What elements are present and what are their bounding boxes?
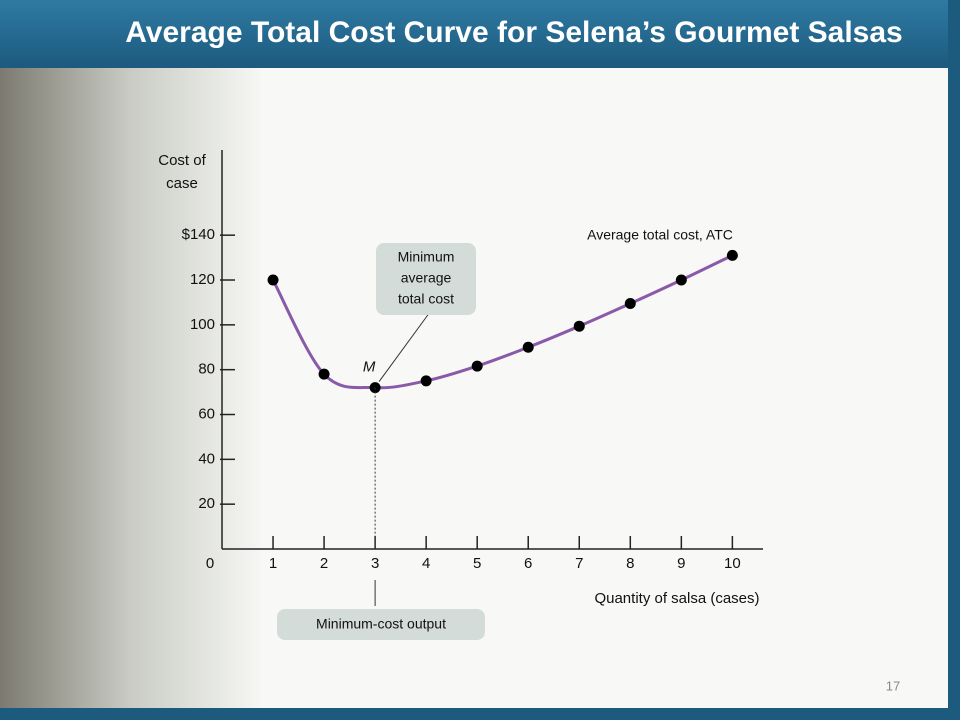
y-tick-label: 20 bbox=[198, 495, 215, 512]
data-point bbox=[675, 274, 687, 286]
y-tick-label: 80 bbox=[198, 361, 215, 378]
x-tick-label: 10 bbox=[724, 555, 741, 572]
callout-line bbox=[378, 311, 431, 382]
data-point bbox=[624, 298, 636, 310]
x-tick-label: 4 bbox=[422, 555, 430, 572]
data-point bbox=[573, 320, 585, 332]
y-tick-label: $140 bbox=[182, 226, 215, 243]
y-tick-label: 100 bbox=[190, 316, 215, 333]
atc-curve bbox=[271, 254, 734, 390]
data-point bbox=[522, 341, 534, 353]
data-point bbox=[726, 249, 738, 261]
x-tick-label: 7 bbox=[575, 555, 583, 572]
x-tick-label: 6 bbox=[524, 555, 532, 572]
title-bar bbox=[0, 0, 960, 68]
y-tick-label: 120 bbox=[190, 271, 215, 288]
x-tick-label: 3 bbox=[371, 555, 379, 572]
data-point bbox=[471, 360, 483, 372]
point-label: M bbox=[363, 359, 376, 376]
callout-text: Minimum bbox=[398, 249, 455, 265]
x-axis-label: Quantity of salsa (cases) bbox=[594, 590, 759, 607]
callout-text: total cost bbox=[398, 291, 454, 307]
x-tick-label: 8 bbox=[626, 555, 634, 572]
x-tick-label: 9 bbox=[677, 555, 685, 572]
callout-text: Minimum-cost output bbox=[316, 616, 446, 632]
right-border bbox=[948, 0, 960, 720]
callout-box bbox=[376, 243, 476, 315]
y-tick-label: 40 bbox=[198, 450, 215, 467]
y-tick-label: 60 bbox=[198, 405, 215, 422]
x-tick-label: 0 bbox=[206, 555, 214, 572]
callout-box bbox=[277, 609, 485, 640]
y-axis-label: case bbox=[166, 175, 198, 192]
page-number: 17 bbox=[886, 678, 900, 693]
data-point bbox=[318, 368, 330, 380]
y-axis-label: Cost of bbox=[158, 152, 206, 169]
data-point bbox=[267, 274, 279, 286]
x-tick-label: 1 bbox=[269, 555, 277, 572]
data-point bbox=[420, 375, 432, 387]
x-tick-label: 5 bbox=[473, 555, 481, 572]
slide-title: Average Total Cost Curve for Selena’s Go… bbox=[125, 16, 902, 49]
photo-background bbox=[0, 0, 260, 720]
callout-text: average bbox=[401, 270, 452, 286]
bottom-border bbox=[0, 708, 960, 720]
series-label: Average total cost, ATC bbox=[587, 227, 733, 243]
x-tick-label: 2 bbox=[320, 555, 328, 572]
